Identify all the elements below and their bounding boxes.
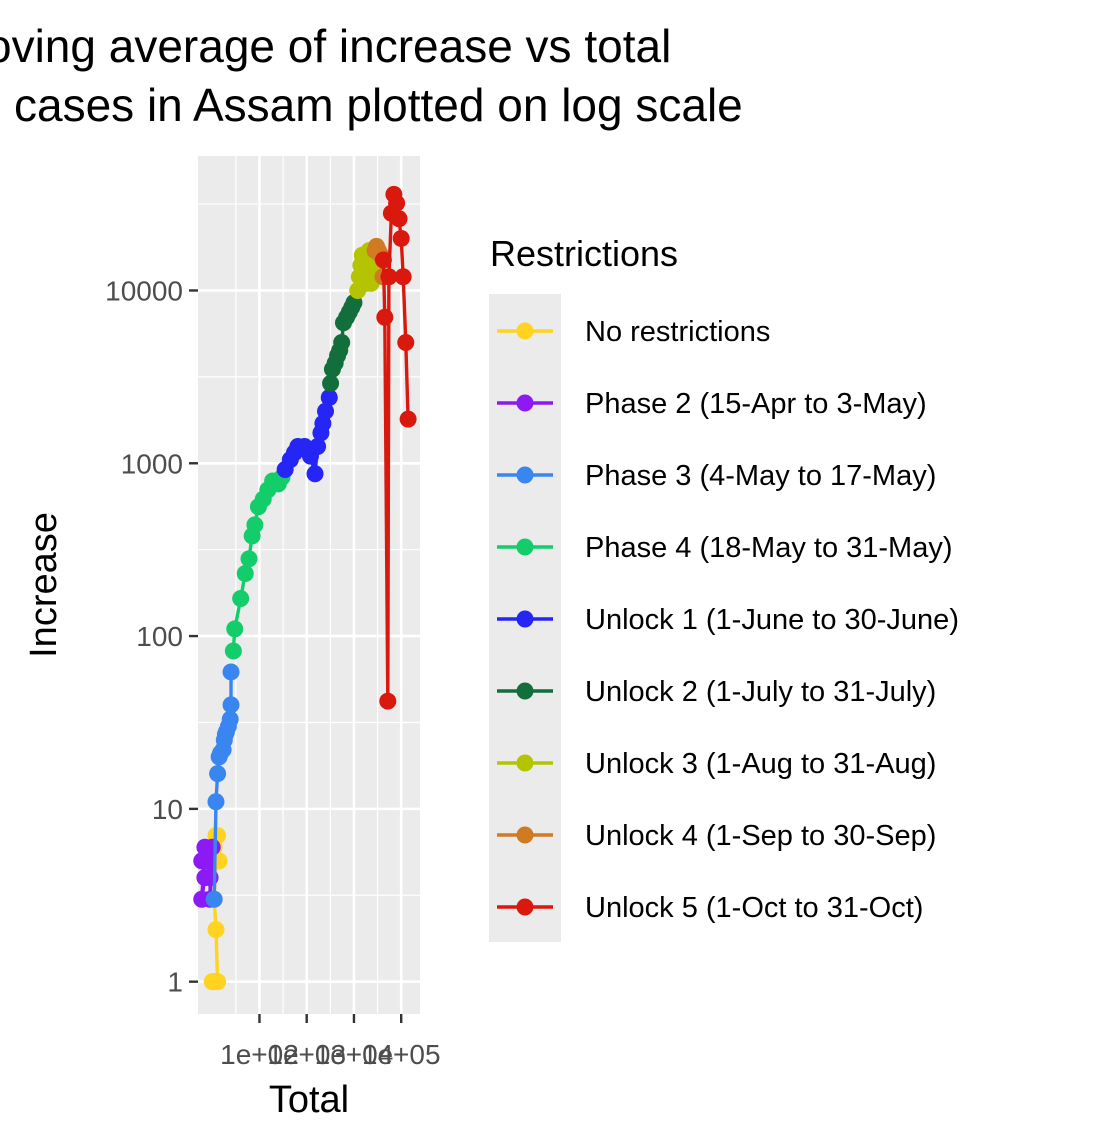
legend-key-point	[516, 538, 534, 556]
data-point	[306, 465, 324, 483]
legend-label: No restrictions	[585, 316, 770, 348]
data-point	[246, 516, 264, 534]
legend-key-point	[516, 754, 534, 772]
legend-item: Unlock 4 (1-Sep to 30-Sep)	[497, 820, 936, 852]
data-point	[374, 251, 392, 269]
data-point	[317, 402, 335, 420]
legend-label: Phase 3 (4-May to 17-May)	[585, 460, 936, 492]
data-point	[380, 268, 398, 286]
data-point	[397, 333, 415, 351]
grid-lines	[198, 156, 420, 1014]
series-5	[322, 294, 363, 392]
legend-item: Phase 4 (18-May to 31-May)	[497, 532, 952, 564]
data-point	[209, 765, 227, 783]
data-point	[209, 973, 227, 991]
x-tick-label: 1e+03	[267, 1039, 346, 1070]
series-3	[224, 468, 291, 660]
y-axis: 1 10 100 1000 10000	[105, 275, 198, 998]
data-point	[224, 642, 242, 660]
legend-key-point	[516, 466, 534, 484]
series-6	[349, 242, 383, 299]
x-tick-label: 1e+04	[315, 1039, 394, 1070]
data-point	[240, 550, 258, 568]
legend-key-point	[516, 826, 534, 844]
data-point	[333, 333, 351, 351]
legend-key-point	[516, 898, 534, 916]
chart-title-line-2: cases in Assam plotted on log scale	[14, 79, 743, 131]
y-tick-label: 10	[152, 794, 183, 825]
legend-item: Phase 2 (15-Apr to 3-May)	[497, 388, 927, 420]
series-2	[205, 663, 240, 908]
chart-title-line-1: oving average of increase vs total	[0, 20, 671, 72]
data-point	[226, 620, 244, 638]
data-point	[222, 663, 240, 681]
data-point	[222, 696, 240, 714]
data-point	[199, 852, 217, 870]
x-tick-label: 1e+05	[362, 1039, 441, 1070]
data-point	[203, 838, 221, 856]
legend-item: Phase 3 (4-May to 17-May)	[497, 460, 936, 492]
legend-title: Restrictions	[490, 233, 678, 274]
data-point	[394, 268, 412, 286]
legend-key-point	[516, 394, 534, 412]
data-point	[309, 438, 327, 456]
y-tick-label: 10000	[105, 275, 183, 306]
data-point	[388, 194, 406, 212]
legend-key-point	[516, 322, 534, 340]
data-point	[376, 308, 394, 326]
series-4	[276, 389, 338, 483]
data-point	[379, 692, 397, 710]
data-point	[390, 210, 408, 228]
legend-item: Unlock 2 (1-July to 31-July)	[497, 676, 936, 708]
data-point	[207, 793, 225, 811]
legend: No restrictions Phase 2 (15-Apr to 3-May)…	[497, 316, 959, 924]
y-tick-label: 100	[136, 621, 183, 652]
x-axis-title: Total	[269, 1079, 349, 1121]
data-point	[392, 229, 410, 247]
data-point	[399, 410, 417, 428]
legend-label: Phase 2 (15-Apr to 3-May)	[585, 388, 927, 420]
x-tick-label: 1e+02	[220, 1039, 299, 1070]
data-point	[205, 890, 223, 908]
legend-item: Unlock 5 (1-Oct to 31-Oct)	[497, 892, 923, 924]
series-layer	[193, 185, 417, 991]
legend-label: Unlock 3 (1-Aug to 31-Aug)	[585, 748, 936, 780]
data-point	[221, 710, 239, 728]
legend-item: Unlock 1 (1-June to 30-June)	[497, 604, 959, 636]
legend-label: Unlock 4 (1-Sep to 30-Sep)	[585, 820, 936, 852]
data-point	[232, 589, 250, 607]
y-tick-label: 1000	[121, 448, 183, 479]
legend-item: No restrictions	[497, 316, 770, 348]
data-point	[236, 565, 254, 583]
data-point	[207, 921, 225, 939]
y-tick-label: 1	[167, 967, 183, 998]
legend-key-point	[516, 682, 534, 700]
series-8	[374, 185, 417, 710]
legend-label: Unlock 2 (1-July to 31-July)	[585, 676, 936, 708]
legend-label: Unlock 5 (1-Oct to 31-Oct)	[585, 892, 923, 924]
data-point	[320, 389, 338, 407]
legend-label: Phase 4 (18-May to 31-May)	[585, 532, 952, 564]
y-axis-title: Increase	[23, 512, 65, 658]
legend-label: Unlock 1 (1-June to 30-June)	[585, 604, 959, 636]
legend-item: Unlock 3 (1-Aug to 31-Aug)	[497, 748, 936, 780]
data-point	[322, 374, 340, 392]
legend-key-point	[516, 610, 534, 628]
